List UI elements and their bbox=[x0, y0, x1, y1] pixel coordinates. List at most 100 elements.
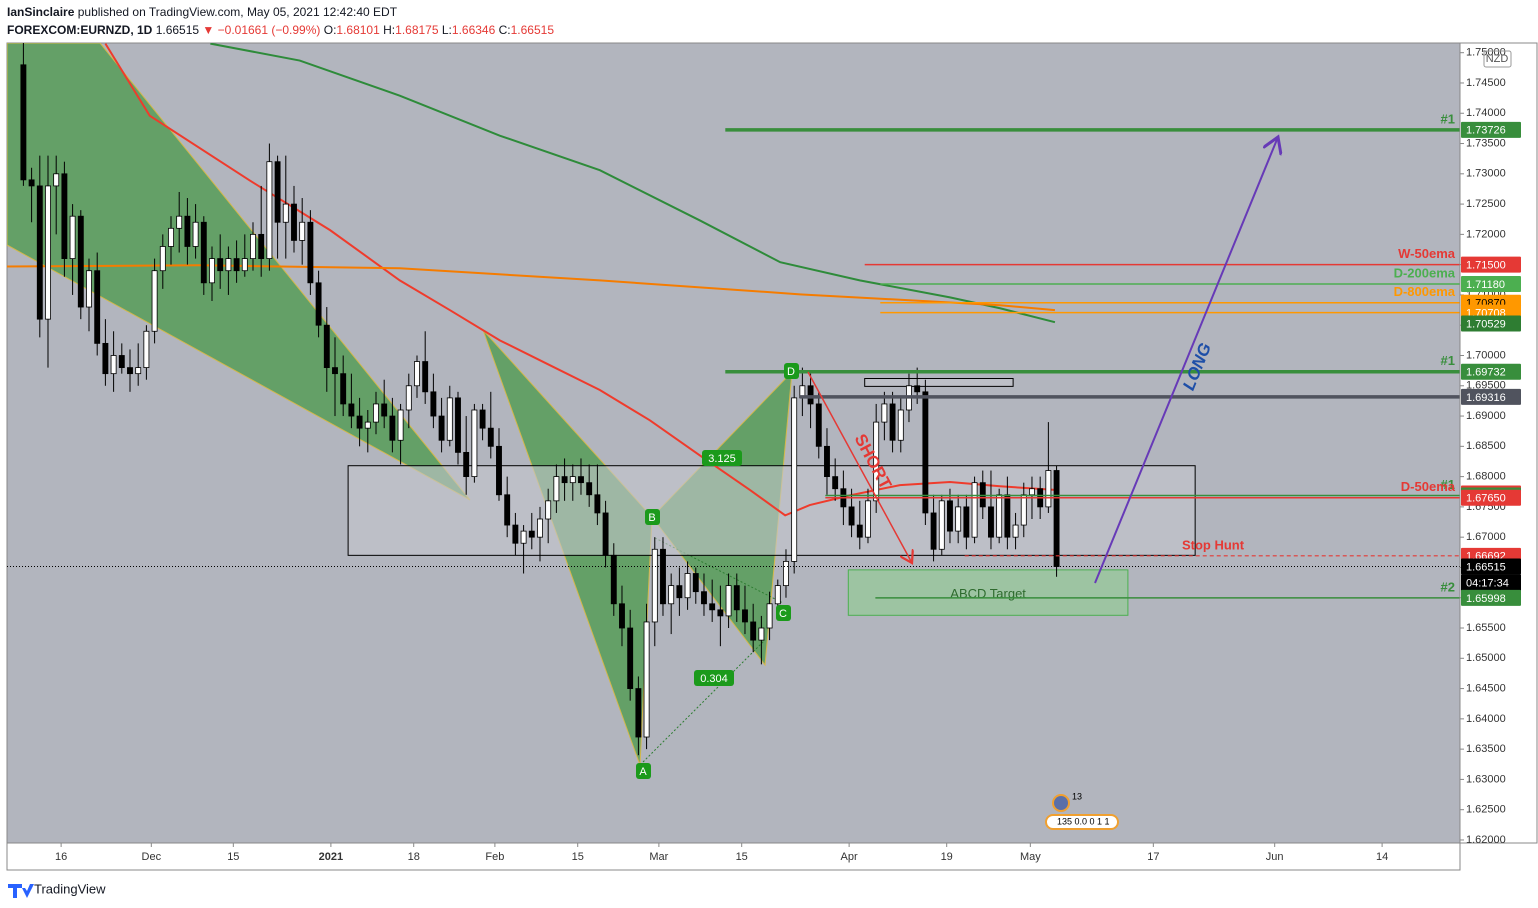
candle-body bbox=[200, 221, 207, 284]
y-tick-label: 1.74500 bbox=[1466, 77, 1506, 89]
candle-body bbox=[266, 161, 273, 259]
point-badge bbox=[784, 363, 799, 379]
ratio-badge bbox=[702, 450, 742, 466]
candle-body bbox=[914, 385, 921, 393]
marks-layer bbox=[7, 43, 1460, 756]
candle-body bbox=[643, 621, 650, 738]
time-axis bbox=[6, 842, 1461, 871]
x-tick-label: 19 bbox=[941, 851, 953, 863]
candle-body bbox=[381, 403, 388, 417]
candle-body bbox=[807, 385, 814, 405]
y-tick-label: 1.68500 bbox=[1466, 440, 1506, 452]
price-label: 1.69732 bbox=[1466, 367, 1506, 379]
price-change: ▼ −0.01661 (−0.99%) bbox=[202, 23, 321, 37]
candle-body bbox=[127, 367, 133, 375]
candle-body bbox=[332, 367, 338, 375]
candle-body bbox=[783, 560, 789, 587]
candle-body bbox=[463, 451, 470, 478]
ohlc-key: O: bbox=[323, 23, 337, 37]
candle-body bbox=[635, 688, 642, 738]
candle-body bbox=[176, 215, 183, 229]
candle-body bbox=[422, 361, 429, 393]
candle-body bbox=[184, 215, 191, 247]
ratio-label: 0.304 bbox=[700, 673, 728, 685]
countdown-bg bbox=[1461, 574, 1521, 591]
point-badge bbox=[776, 605, 791, 621]
candle-body bbox=[1004, 494, 1011, 538]
candle-body bbox=[299, 221, 306, 241]
long-arrow bbox=[1094, 137, 1278, 584]
ohlc-key: C: bbox=[498, 23, 511, 37]
event-icon[interactable] bbox=[1052, 794, 1070, 812]
candle-body bbox=[77, 215, 84, 308]
candle-body bbox=[545, 500, 552, 520]
candle-body bbox=[553, 476, 560, 502]
y-tick-label: 1.63000 bbox=[1466, 773, 1506, 785]
currency-label: NZD bbox=[1486, 53, 1509, 65]
y-tick-label: 1.68000 bbox=[1466, 471, 1506, 483]
ohlc-value: 1.66515 bbox=[510, 23, 555, 37]
candle-body bbox=[159, 246, 166, 272]
candle-body bbox=[282, 203, 289, 223]
candle-body bbox=[364, 421, 371, 429]
candle-body bbox=[561, 476, 568, 484]
short-arrow bbox=[807, 371, 912, 563]
candle-body bbox=[668, 585, 675, 605]
candle-body bbox=[692, 573, 699, 593]
ema-line bbox=[210, 43, 1056, 324]
publisher: IanSinclaire bbox=[7, 5, 75, 19]
y-tick-label: 1.73500 bbox=[1466, 137, 1506, 149]
candle-body bbox=[135, 367, 142, 375]
candle-body bbox=[602, 512, 609, 556]
candle-body bbox=[660, 548, 666, 605]
level-name: D-200ema bbox=[1394, 265, 1456, 280]
candle-body bbox=[340, 373, 347, 405]
symbol-line: FOREXCOM:EURNZD, 1D 1.66515 ▼ −0.01661 (… bbox=[7, 23, 554, 37]
candle-body bbox=[676, 585, 683, 599]
price-label: 1.70529 bbox=[1466, 318, 1506, 330]
y-tick-label: 1.74000 bbox=[1466, 107, 1506, 119]
candle-body bbox=[102, 342, 109, 375]
symbol: FOREXCOM:EURNZD, 1D bbox=[7, 23, 153, 37]
level-name: W-50ema bbox=[1398, 246, 1456, 261]
y-tick-label: 1.72500 bbox=[1466, 198, 1506, 210]
candle-body bbox=[258, 233, 265, 259]
candle-body bbox=[405, 385, 412, 411]
price-label-bg bbox=[1461, 276, 1521, 293]
candle-body bbox=[241, 258, 248, 272]
candle-body bbox=[151, 270, 158, 332]
price-label-bg bbox=[1461, 489, 1521, 506]
candle-body bbox=[356, 415, 363, 429]
event-bar[interactable] bbox=[1045, 814, 1119, 830]
candle-body bbox=[881, 403, 888, 423]
event-count: 13 bbox=[1072, 791, 1082, 801]
ema-line bbox=[104, 43, 1055, 517]
candle-body bbox=[496, 445, 502, 496]
candle-body bbox=[373, 403, 379, 423]
x-tick-label: Feb bbox=[485, 851, 504, 863]
candle-body bbox=[537, 518, 543, 538]
y-tick-label: 1.69000 bbox=[1466, 410, 1506, 422]
candle-body bbox=[594, 494, 601, 514]
candle-body bbox=[922, 391, 929, 514]
x-tick-label: 17 bbox=[1147, 851, 1159, 863]
x-tick-label: 18 bbox=[408, 851, 420, 863]
level-name: #1 bbox=[1441, 477, 1455, 492]
candle-body bbox=[291, 203, 297, 241]
candle-body bbox=[586, 482, 593, 496]
x-tick-label: Jun bbox=[1266, 851, 1284, 863]
candle-body bbox=[168, 227, 174, 247]
candle-body bbox=[774, 585, 781, 605]
price-label-bg bbox=[1461, 121, 1521, 138]
countdown: 04:17:34 bbox=[1466, 577, 1509, 589]
candle-body bbox=[348, 403, 355, 417]
candle-body bbox=[479, 409, 486, 429]
ohlc-key: L: bbox=[441, 23, 452, 37]
price-label: 1.67650 bbox=[1466, 493, 1506, 505]
candle-body bbox=[94, 270, 101, 344]
candle-body bbox=[1020, 494, 1027, 526]
y-tick-label: 1.70000 bbox=[1466, 349, 1506, 361]
candle-body bbox=[217, 258, 224, 272]
point-badge bbox=[636, 763, 651, 779]
candle-body bbox=[307, 221, 314, 284]
